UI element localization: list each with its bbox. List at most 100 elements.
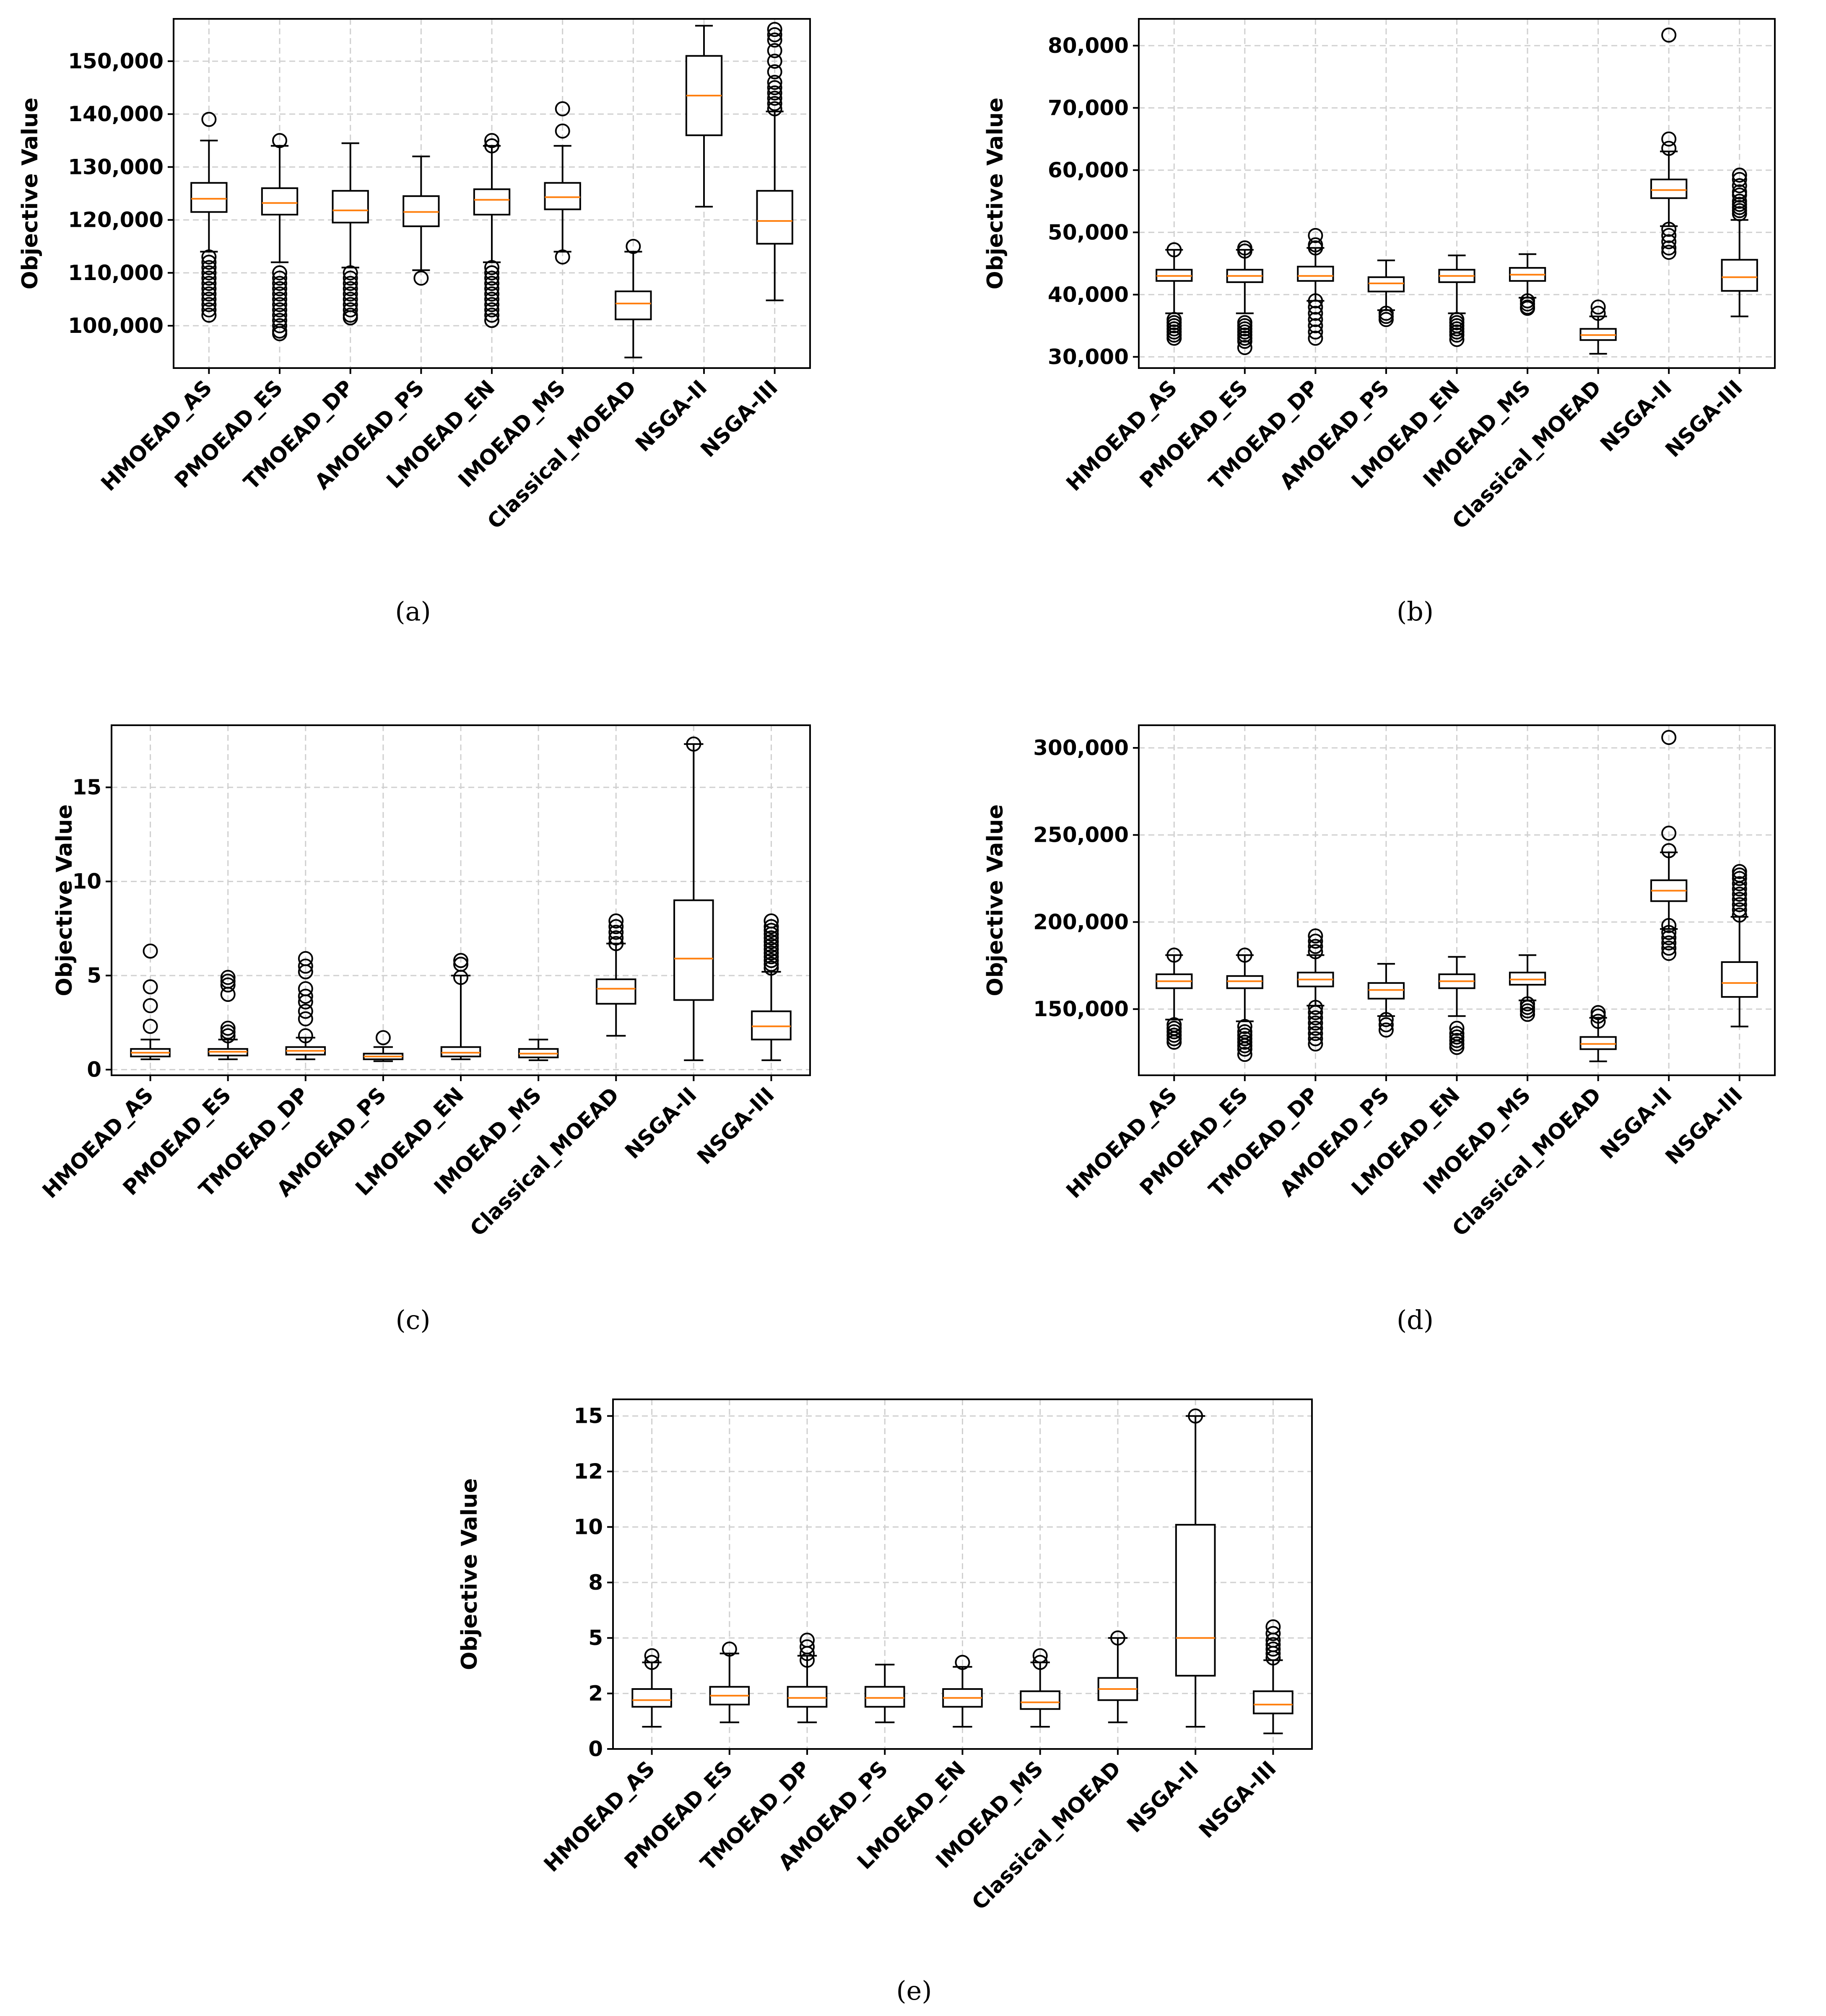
y-tick-label: 120,000	[68, 208, 164, 232]
outlier-point	[298, 1011, 313, 1027]
outlier-point	[608, 919, 624, 934]
outlier-point	[1308, 228, 1323, 243]
box-imoead-ms	[1020, 1648, 1061, 1728]
box-iqr	[615, 290, 652, 320]
box-iqr	[544, 182, 581, 210]
box-hmoead-as	[1156, 947, 1193, 1050]
outlier-point	[764, 960, 779, 976]
box-imoead-ms	[518, 1038, 559, 1061]
outlier-point	[201, 302, 217, 318]
box-iqr	[595, 978, 636, 1005]
y-tick-label: 15	[72, 775, 101, 799]
box-imoead-ms	[1509, 253, 1546, 316]
box-nsga-ii	[673, 736, 714, 1061]
chart-panel-4: 150,000200,000250,000300,000HMOEAD_ASPMO…	[983, 724, 1776, 1335]
outlier-point	[484, 276, 499, 291]
y-axis-label: Objective Value	[457, 1478, 482, 1670]
outlier-point	[1449, 327, 1465, 343]
outlier-point	[1661, 244, 1677, 260]
box-hmoead-as	[190, 112, 228, 323]
outlier-point	[764, 919, 779, 934]
outlier-point	[1308, 944, 1323, 960]
outlier-point	[1032, 1655, 1048, 1670]
panel-caption: (b)	[1397, 596, 1434, 627]
y-tick-label: 15	[574, 1404, 603, 1428]
outlier-point	[1237, 1031, 1252, 1046]
box-classical-moead	[1097, 1630, 1138, 1723]
outlier-point	[484, 286, 499, 302]
outlier-point	[298, 964, 313, 980]
outlier-point	[1308, 939, 1323, 954]
outlier-point	[1661, 930, 1677, 945]
box-classical-moead	[595, 913, 636, 1037]
outlier-point	[1308, 240, 1323, 256]
box-amoead-ps	[403, 156, 440, 286]
outlier-point	[1661, 228, 1677, 243]
outlier-point	[767, 32, 782, 48]
outlier-point	[343, 265, 358, 280]
box-iqr	[631, 1688, 672, 1708]
outlier-point	[1661, 221, 1677, 237]
outlier-point	[375, 1030, 391, 1046]
outlier-point	[767, 96, 782, 111]
outlier-point	[1378, 1017, 1394, 1033]
outlier-point	[220, 1024, 236, 1040]
y-tick-label: 50,000	[1048, 220, 1129, 244]
outlier-point	[800, 1653, 815, 1668]
outlier-point	[1520, 996, 1535, 1012]
outlier-point	[767, 101, 782, 117]
box-nsga-ii	[1650, 730, 1688, 961]
box-nsga-iii	[1253, 1619, 1294, 1734]
box-iqr	[1650, 179, 1688, 199]
panel-caption: (d)	[1397, 1305, 1434, 1335]
outlier-point	[1308, 1015, 1323, 1031]
box-iqr	[332, 190, 369, 223]
box-amoead-ps	[1367, 259, 1405, 327]
box-pmoead-es	[261, 133, 299, 341]
outlier-point	[1378, 312, 1394, 327]
outlier-point	[1590, 1008, 1606, 1024]
outlier-point	[1520, 1003, 1535, 1019]
box-tmoead-dp	[332, 142, 369, 326]
outlier-point	[201, 297, 217, 312]
outlier-point	[1308, 299, 1323, 315]
box-iqr	[1253, 1690, 1294, 1715]
box-nsga-iii	[751, 913, 792, 1061]
outlier-point	[272, 297, 287, 312]
outlier-point	[1520, 999, 1535, 1015]
outlier-point	[1732, 886, 1747, 902]
outlier-point	[767, 22, 782, 37]
outlier-point	[201, 265, 217, 280]
outlier-point	[272, 302, 287, 318]
outlier-point	[764, 938, 779, 953]
outlier-point	[484, 270, 499, 286]
box-tmoead-dp	[1297, 928, 1334, 1052]
outlier-point	[1166, 1035, 1182, 1050]
box-iqr	[1579, 1036, 1617, 1050]
outlier-point	[1661, 140, 1677, 156]
box-amoead-ps	[1367, 963, 1405, 1038]
outlier-point	[608, 936, 624, 951]
outlier-point	[1265, 1626, 1281, 1641]
outlier-point	[1732, 172, 1747, 187]
outlier-point	[644, 1648, 660, 1663]
outlier-point	[272, 276, 287, 291]
outlier-point	[767, 80, 782, 96]
outlier-point	[413, 270, 429, 286]
outlier-point	[343, 310, 358, 326]
outlier-point	[1378, 1012, 1394, 1027]
box-iqr	[1175, 1524, 1216, 1677]
outlier-point	[272, 265, 287, 280]
y-tick-label: 5	[588, 1626, 603, 1650]
outlier-point	[1661, 935, 1677, 951]
y-tick-label: 5	[87, 963, 101, 988]
outlier-point	[686, 736, 701, 752]
y-tick-label: 150,000	[1033, 997, 1129, 1021]
box-lmoead-en	[1438, 254, 1475, 347]
y-tick-label: 140,000	[68, 102, 164, 126]
y-tick-label: 100,000	[68, 314, 164, 338]
box-imoead-ms	[544, 101, 581, 265]
outlier-point	[1166, 1024, 1182, 1040]
box-iqr	[1297, 265, 1334, 282]
box-nsga-iii	[1721, 864, 1758, 1027]
